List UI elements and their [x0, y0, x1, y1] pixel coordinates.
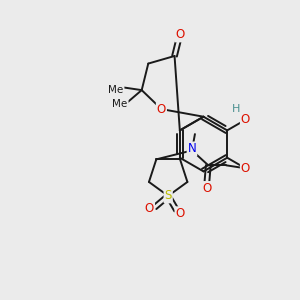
Text: O: O: [202, 182, 212, 195]
Text: O: O: [241, 162, 250, 175]
Text: H: H: [232, 104, 240, 114]
Text: O: O: [157, 103, 166, 116]
Text: O: O: [145, 202, 154, 215]
Text: Me: Me: [112, 99, 128, 109]
Text: N: N: [188, 142, 196, 155]
Text: S: S: [164, 189, 172, 203]
Text: O: O: [175, 28, 184, 41]
Text: Me: Me: [108, 85, 124, 95]
Text: O: O: [176, 207, 185, 220]
Text: O: O: [241, 113, 250, 126]
